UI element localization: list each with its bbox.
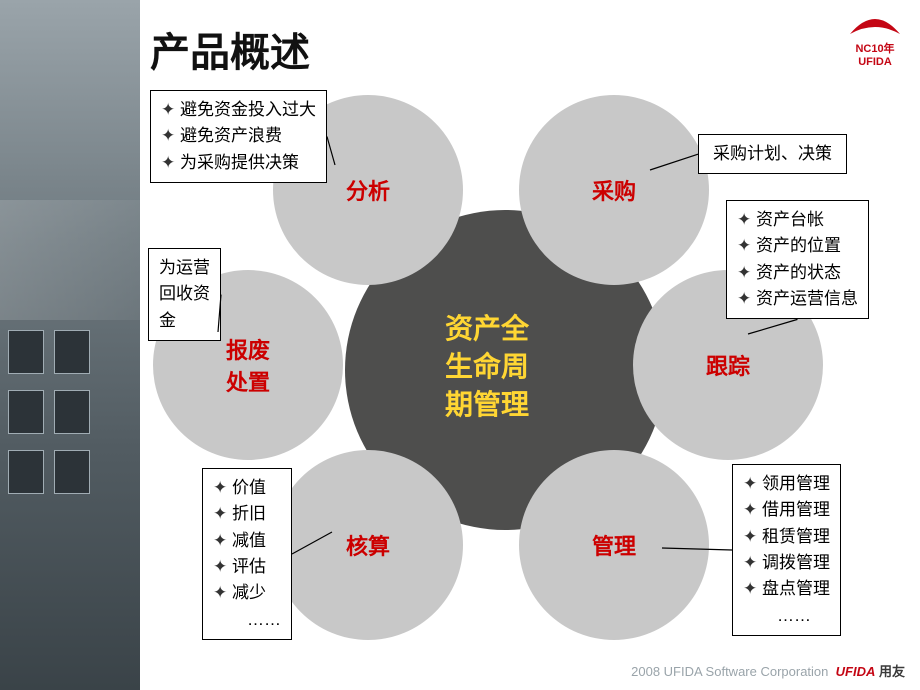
callout-analysis-list: 避免资金投入过大避免资产浪费为采购提供决策	[161, 97, 316, 176]
footer: 2008 UFIDA Software Corporation UFIDA 用友	[631, 661, 905, 680]
diagram-stage: 分析 采购 报废处置 跟踪 核算 管理 资产全生命周期管理 避免资金投入过大避免…	[140, 70, 920, 670]
callout-manage: 领用管理借用管理租赁管理调拨管理盘点管理 ……	[732, 464, 841, 636]
footer-text: 2008 UFIDA Software Corporation	[631, 664, 828, 679]
node-purchase: 采购	[519, 95, 709, 285]
brand-logo-top: NC10年 UFIDA	[845, 12, 905, 68]
callout-track-list: 资产台帐资产的位置资产的状态资产运营信息	[737, 207, 858, 312]
callout-purchase: 采购计划、决策	[698, 134, 847, 174]
node-manage-label: 管理	[592, 529, 636, 561]
node-account-label: 核算	[346, 529, 390, 561]
callout-account-list: 价值折旧减值评估减少 ……	[213, 475, 281, 633]
footer-brand-cn: 用友	[879, 664, 905, 679]
node-account: 核算	[273, 450, 463, 640]
callout-manage-list: 领用管理借用管理租赁管理调拨管理盘点管理 ……	[743, 471, 830, 629]
callout-track: 资产台帐资产的位置资产的状态资产运营信息	[726, 200, 869, 319]
node-purchase-label: 采购	[592, 174, 636, 206]
callout-dispose: 为运营回收资金	[148, 248, 221, 341]
node-track-label: 跟踪	[706, 349, 750, 381]
sidebar-photo	[0, 0, 140, 690]
logo-top-text: NC10年	[845, 40, 905, 56]
node-dispose-label: 报废处置	[226, 333, 270, 397]
node-analysis-label: 分析	[346, 174, 390, 206]
logo-top-brand: UFIDA	[845, 56, 905, 68]
callout-account: 价值折旧减值评估减少 ……	[202, 468, 292, 640]
node-manage: 管理	[519, 450, 709, 640]
callout-analysis: 避免资金投入过大避免资产浪费为采购提供决策	[150, 90, 327, 183]
footer-brand-en: UFIDA	[836, 664, 876, 679]
center-label: 资产全生命周期管理	[445, 310, 529, 423]
